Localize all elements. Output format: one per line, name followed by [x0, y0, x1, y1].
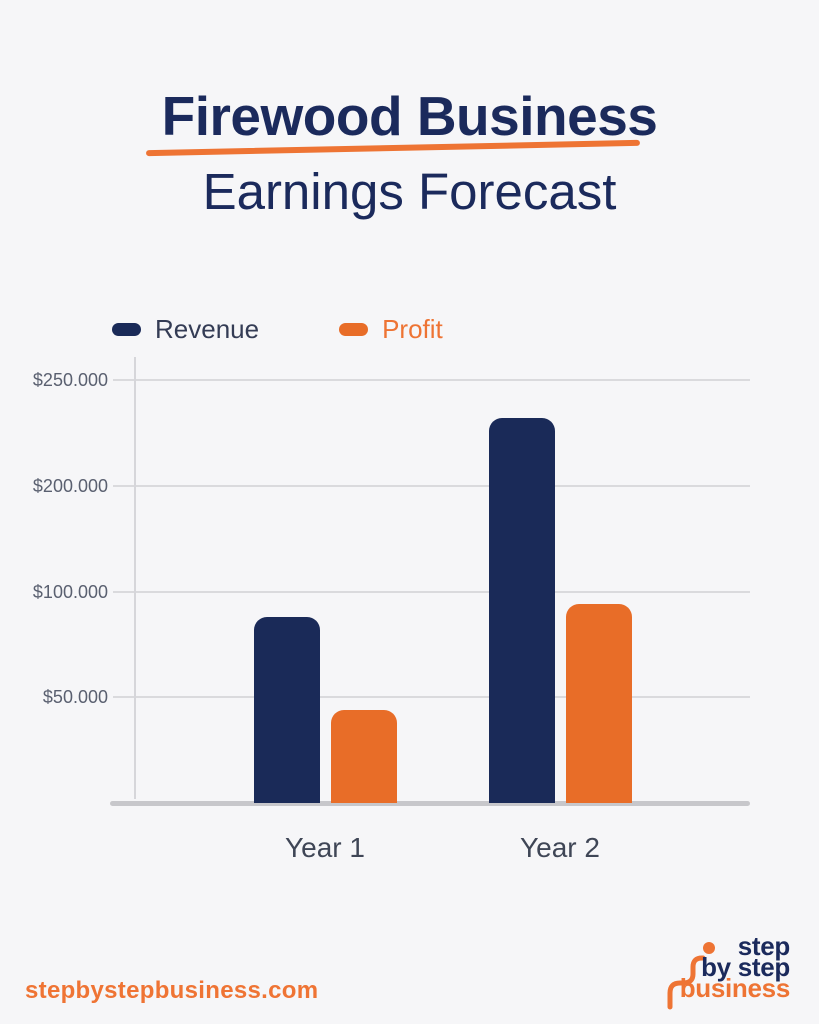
logo-line-business: business	[679, 973, 791, 1003]
logo-dot	[703, 942, 715, 954]
staircase-icon	[667, 942, 715, 1010]
page-title-line2: Earnings Forecast	[202, 163, 617, 220]
y-axis-tick-label: $250.000	[32, 370, 108, 390]
legend-item-revenue: Revenue	[112, 314, 259, 345]
logo-text: step by step business	[679, 931, 791, 1003]
legend-item-profit: Profit	[339, 314, 443, 345]
bar-year1-revenue	[253, 617, 320, 803]
x-axis-label: Year 1	[285, 832, 365, 863]
gridline	[113, 379, 750, 381]
bar-year2-profit	[565, 604, 632, 803]
page-title-line1: Firewood Business	[161, 85, 658, 147]
logo-line-step: step	[737, 931, 791, 961]
website-url: stepbystepbusiness.com	[25, 977, 319, 1004]
logo-line-by-step: by step	[701, 952, 790, 982]
profit-pill-icon	[339, 323, 369, 336]
legend-label-revenue: Revenue	[155, 314, 260, 344]
y-axis-tick-label: $50.000	[42, 687, 108, 708]
revenue-pill-icon	[112, 323, 141, 336]
chart-legend: Revenue Profit	[112, 314, 443, 345]
step-by-step-business-logo: step by step business	[652, 932, 790, 1014]
gridline	[113, 590, 750, 593]
y-axis-tick-label: $200.000	[32, 475, 108, 496]
y-axis-line	[134, 357, 136, 799]
legend-label-profit: Profit	[382, 314, 443, 344]
bar-year2-revenue	[488, 418, 555, 803]
gridline	[113, 484, 750, 487]
x-axis-baseline	[110, 801, 750, 806]
y-axis-tick-label: $100.000	[32, 581, 108, 602]
gridline	[113, 696, 750, 699]
bar-year1-profit	[330, 710, 397, 803]
x-axis-label: Year 2	[520, 832, 600, 863]
